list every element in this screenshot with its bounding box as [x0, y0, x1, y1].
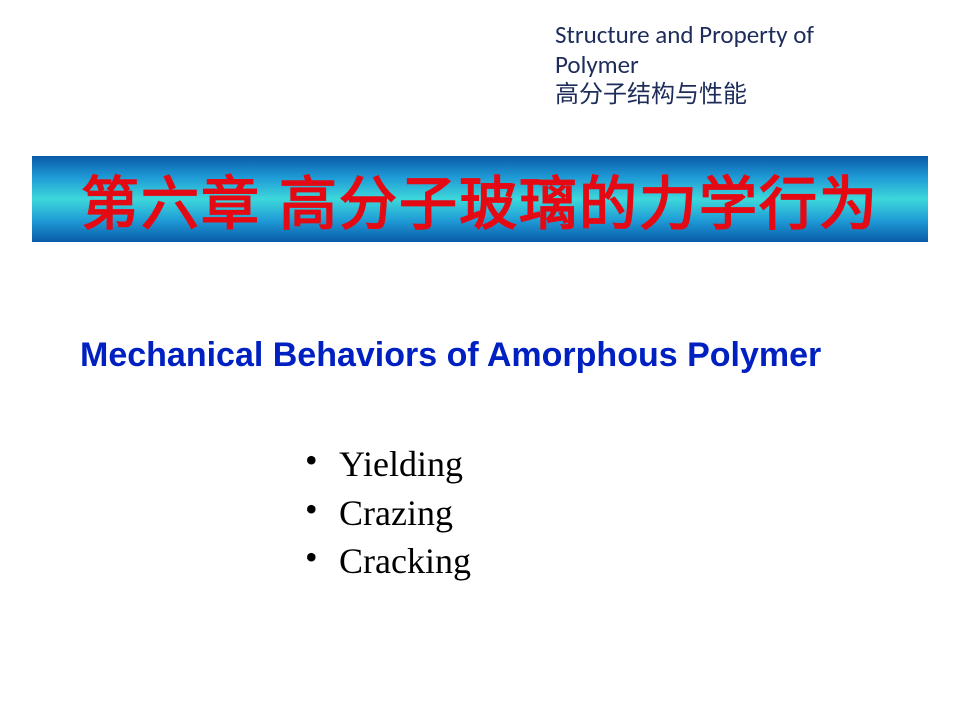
- subtitle-text: Mechanical Behaviors of Amorphous Polyme…: [80, 336, 900, 375]
- header-block: Structure and Property of Polymer 高分子结构与…: [555, 20, 890, 111]
- list-item: Crazing: [305, 489, 471, 538]
- chapter-title: 第六章 高分子玻璃的力学行为: [81, 157, 879, 241]
- list-item: Cracking: [305, 537, 471, 586]
- header-english: Structure and Property of Polymer: [555, 20, 890, 80]
- list-item: Yielding: [305, 440, 471, 489]
- header-chinese: 高分子结构与性能: [555, 80, 890, 111]
- title-banner: 第六章 高分子玻璃的力学行为: [32, 156, 928, 242]
- bullet-list: Yielding Crazing Cracking: [305, 440, 471, 586]
